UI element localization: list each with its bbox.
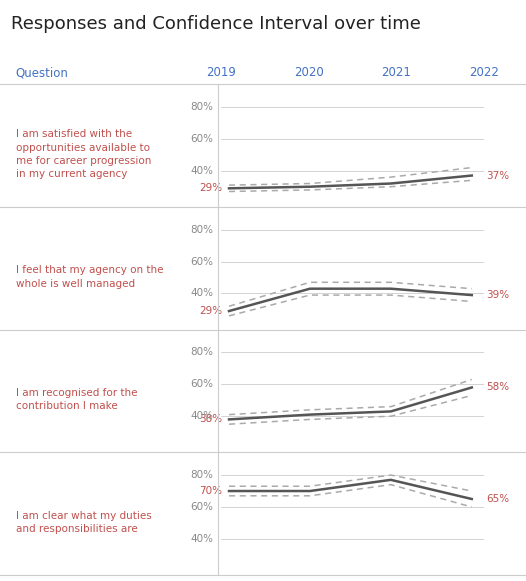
Text: 80%: 80% <box>190 470 213 480</box>
Text: 2021: 2021 <box>381 66 411 79</box>
Text: I am recognised for the
contribution I make: I am recognised for the contribution I m… <box>16 388 137 411</box>
Text: 80%: 80% <box>190 225 213 235</box>
Text: 70%: 70% <box>199 486 222 496</box>
Text: 60%: 60% <box>190 257 213 267</box>
Text: 80%: 80% <box>190 102 213 112</box>
Text: 37%: 37% <box>487 171 510 181</box>
Text: 29%: 29% <box>199 184 222 193</box>
Text: 2019: 2019 <box>206 66 236 79</box>
Text: 40%: 40% <box>190 534 213 544</box>
Text: 40%: 40% <box>190 289 213 299</box>
Text: 39%: 39% <box>487 290 510 300</box>
Text: I feel that my agency on the
whole is well managed: I feel that my agency on the whole is we… <box>16 266 163 289</box>
Text: 58%: 58% <box>487 382 510 392</box>
Text: 60%: 60% <box>190 379 213 389</box>
Text: 60%: 60% <box>190 134 213 144</box>
Text: 60%: 60% <box>190 502 213 512</box>
Text: I am satisfied with the
opportunities available to
me for career progression
in : I am satisfied with the opportunities av… <box>16 130 151 179</box>
Text: Responses and Confidence Interval over time: Responses and Confidence Interval over t… <box>11 15 420 33</box>
Text: 40%: 40% <box>190 411 213 421</box>
Text: Question: Question <box>16 66 69 79</box>
Text: 38%: 38% <box>199 414 222 424</box>
Text: 2022: 2022 <box>469 66 499 79</box>
Text: 29%: 29% <box>199 306 222 316</box>
Text: 65%: 65% <box>487 494 510 504</box>
Text: 40%: 40% <box>190 166 213 175</box>
Text: I am clear what my duties
and responsibilities are: I am clear what my duties and responsibi… <box>16 511 151 534</box>
Text: 2020: 2020 <box>294 66 323 79</box>
Text: 80%: 80% <box>190 347 213 357</box>
